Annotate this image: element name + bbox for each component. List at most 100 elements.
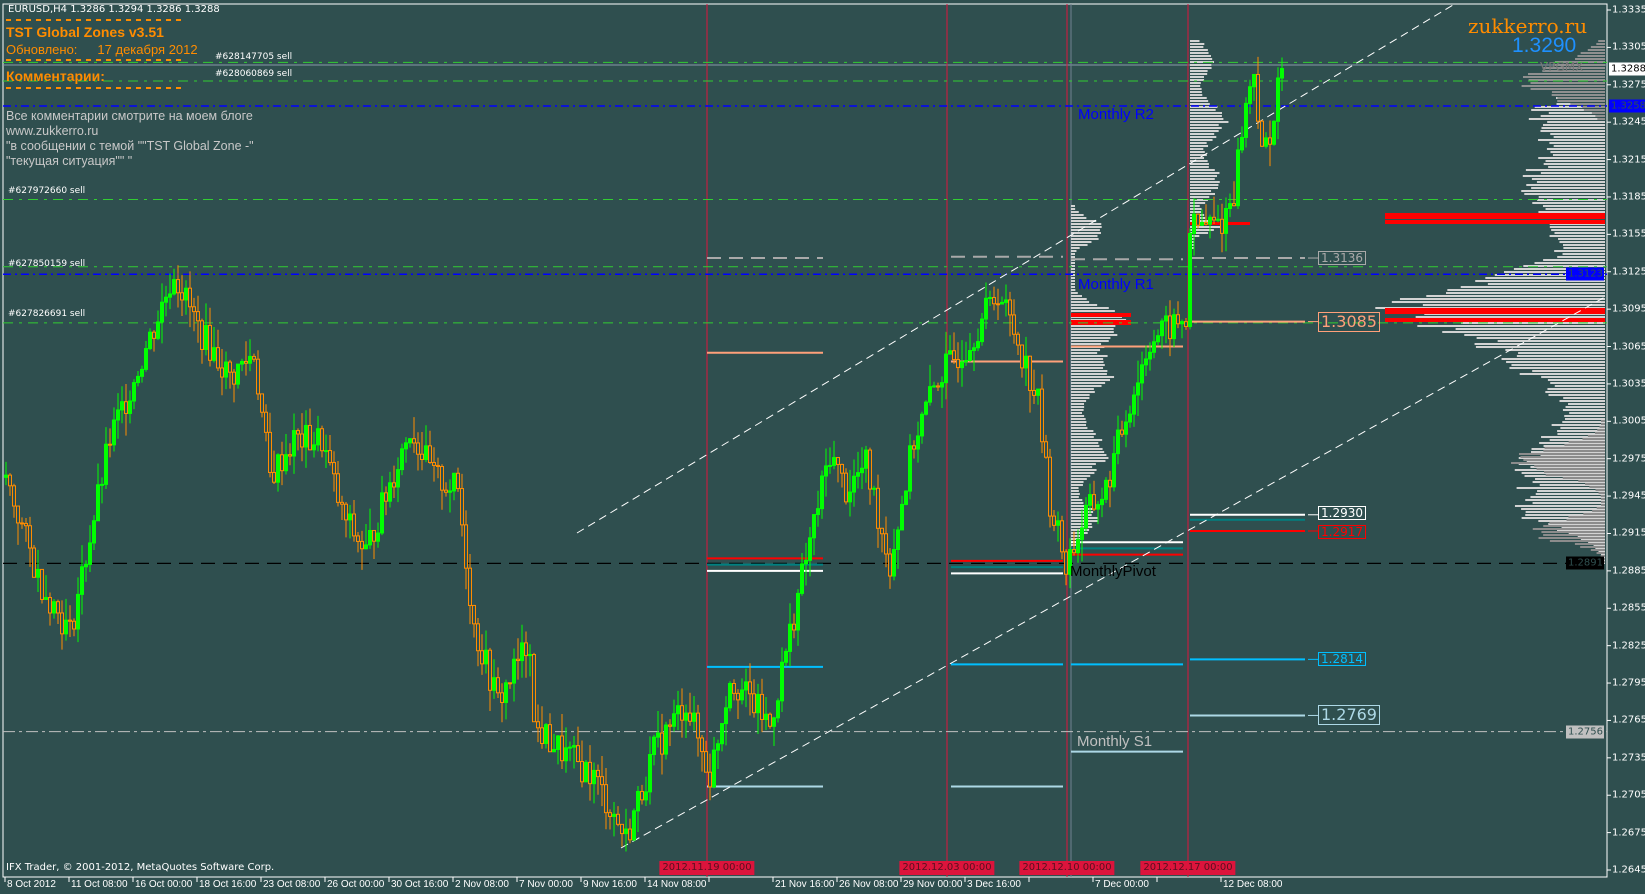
price-tick-label: 1.2975 [1612, 453, 1645, 465]
candle-body [996, 303, 1000, 306]
candle-body [468, 567, 472, 606]
candle-body [272, 471, 276, 483]
volume-profile-bar [1557, 433, 1605, 435]
candle-body [228, 361, 232, 373]
candle-body [1168, 315, 1172, 340]
volume-profile-bar [1071, 397, 1090, 399]
volume-profile-bar [1530, 88, 1605, 90]
volume-profile-bar [1541, 531, 1605, 533]
candle-body [456, 472, 460, 490]
volume-profile-bar [1511, 364, 1605, 366]
volume-profile-bar [1071, 496, 1079, 498]
time-tick-label: 11 Oct 08:00 [71, 879, 128, 890]
candle-body [756, 693, 760, 714]
volume-profile-bar [1570, 103, 1605, 105]
candle-body [704, 751, 708, 773]
candle-body [740, 689, 744, 701]
candle-body [900, 503, 904, 531]
volume-profile-bar [1071, 238, 1099, 240]
volume-profile-bar [1534, 262, 1605, 264]
volume-profile-bar [1071, 421, 1087, 423]
order-label[interactable]: #627826691 sell [8, 309, 86, 319]
zone-price-label: 1.2814 [1318, 652, 1366, 667]
candle-body [144, 348, 148, 370]
candle-body [660, 732, 664, 755]
candle-body [328, 450, 332, 464]
volume-profile-bar [1549, 439, 1605, 441]
volume-profile-bar [1547, 388, 1605, 390]
candle-body [1156, 335, 1160, 343]
volume-profile-bar [1071, 217, 1087, 219]
candle-body [804, 559, 808, 565]
candle-body [1036, 388, 1040, 396]
volume-profile-bar [1071, 331, 1114, 333]
order-label[interactable]: #627850159 sell [8, 259, 86, 269]
volume-poc-bar [1071, 320, 1131, 325]
volume-profile-bar [1071, 343, 1102, 345]
candle-body [868, 449, 872, 490]
candle-body [556, 735, 560, 750]
candle-body [500, 692, 504, 703]
candle-body [628, 828, 632, 841]
candle-body [1056, 520, 1060, 526]
candle-body [416, 442, 420, 455]
candle-body [176, 279, 180, 294]
candle-body [640, 790, 644, 801]
channel-lower-line [620, 296, 1606, 849]
candle-body [1212, 216, 1216, 221]
volume-profile-bar [1071, 454, 1107, 456]
order-label[interactable]: #628060869 sell [215, 69, 293, 79]
candle-body [928, 386, 932, 403]
volume-profile-bar [1558, 238, 1605, 240]
volume-profile-bar [1190, 151, 1205, 153]
volume-profile-bar [1426, 295, 1605, 297]
candle-body [460, 488, 464, 526]
volume-profile-bar [1549, 142, 1605, 144]
volume-profile-bar [1601, 423, 1605, 425]
candle-body [80, 566, 84, 595]
volume-poc-bar [1385, 220, 1605, 224]
candle-body [1240, 136, 1244, 151]
volume-profile-bar [1545, 391, 1605, 393]
volume-profile-bar [1071, 271, 1075, 273]
volume-profile-bar [1071, 427, 1088, 429]
volume-profile-bar [1071, 298, 1087, 300]
volume-profile-bar [1565, 406, 1605, 408]
order-label[interactable]: #627972660 sell [8, 186, 86, 196]
candle-body [596, 769, 600, 778]
volume-profile-bar [1557, 256, 1605, 258]
volume-profile-bar [1596, 507, 1605, 509]
candle-body [680, 705, 684, 721]
volume-profile-bar [1071, 400, 1087, 402]
candle-body [892, 548, 896, 577]
price-tick-label: 1.3125 [1612, 266, 1645, 278]
period-marker-label: 2012.12.10 00:00 [1019, 861, 1115, 875]
volume-profile-bar [1071, 340, 1109, 342]
brand-price: 1.3290 [1512, 34, 1577, 57]
candle-body [904, 490, 908, 505]
price-tick-label: 1.2705 [1612, 789, 1645, 801]
volume-profile-bar [1516, 487, 1605, 489]
candle-body [424, 445, 428, 461]
candle-body [516, 658, 520, 662]
volume-profile-bar [1190, 226, 1221, 228]
order-label[interactable]: #628147705 sell [215, 52, 293, 62]
volume-profile-bar [1071, 307, 1109, 309]
candle-body [120, 401, 124, 411]
candle-body [492, 677, 496, 691]
volume-profile-bar [1071, 274, 1075, 276]
volume-profile-bar [1562, 477, 1605, 479]
candle-body [504, 682, 508, 703]
volume-profile-bar [1071, 490, 1079, 492]
volume-profile-bar [1071, 310, 1115, 312]
candle-body [268, 431, 272, 473]
candle-body [76, 593, 80, 630]
volume-profile-bar [1530, 496, 1605, 498]
price-marker: 1.3123 [1566, 267, 1604, 281]
candle-body [808, 537, 812, 561]
volume-profile-bar [1190, 109, 1216, 111]
candle-body [784, 650, 788, 663]
candle-body [876, 487, 880, 529]
candle-body [496, 677, 500, 694]
